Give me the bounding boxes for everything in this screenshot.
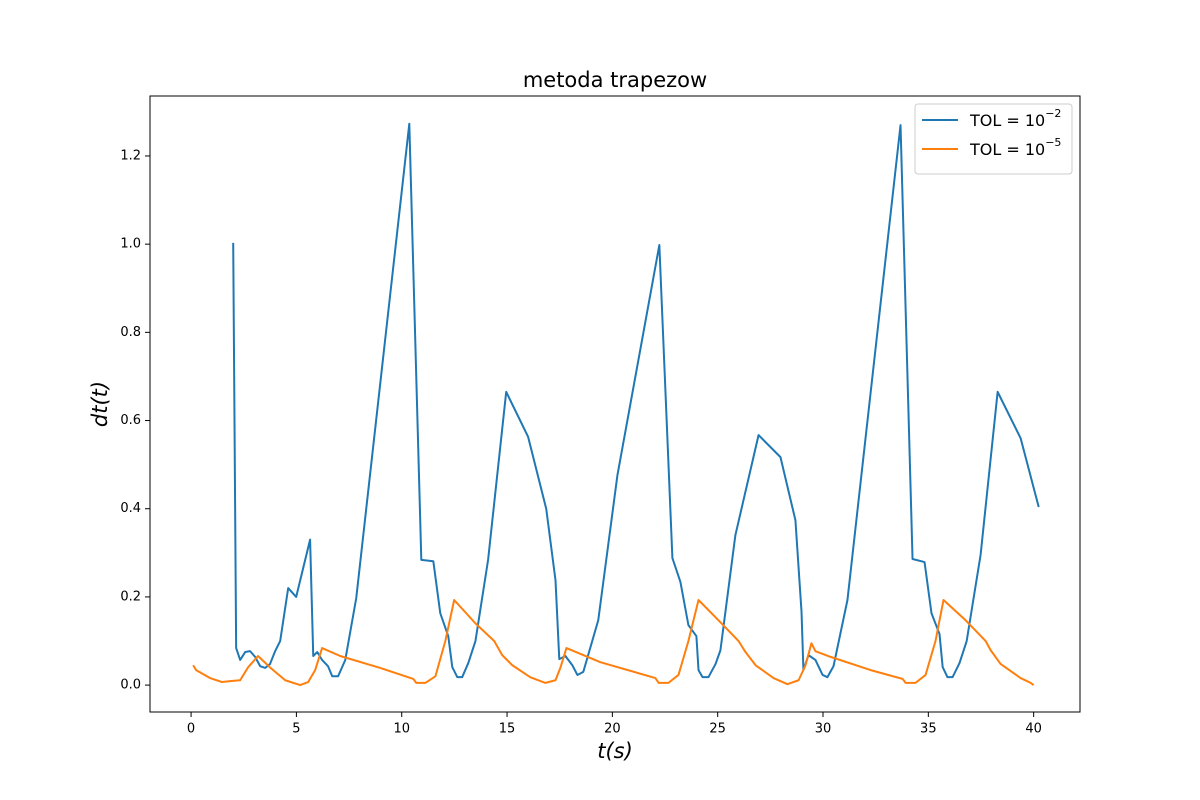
y-tick-label: 0.2 [120, 589, 141, 604]
x-tick-label: 20 [604, 722, 621, 737]
plot-frame [149, 95, 1081, 713]
x-axis-label: t(s) [597, 739, 633, 763]
x-tick-label: 0 [187, 722, 195, 737]
y-tick-label: 0.8 [120, 325, 141, 340]
x-tick-label: 35 [920, 722, 937, 737]
series-line [232, 122, 1040, 679]
x-tick-label: 10 [393, 722, 410, 737]
legend-box [914, 103, 1073, 175]
series-line [192, 599, 1035, 687]
x-tick-label: 5 [292, 722, 300, 737]
legend-label: TOL = 10−5 [969, 136, 1061, 159]
x-tick-label: 30 [815, 722, 832, 737]
legend-name: TOL = 10 [969, 111, 1045, 130]
x-tick-label: 40 [1025, 722, 1042, 737]
x-tick-label: 15 [499, 722, 516, 737]
y-tick-label: 0.0 [120, 678, 141, 693]
legend-exponent: −5 [1045, 136, 1061, 149]
chart-title: metoda trapezow [523, 68, 707, 92]
y-tick-label: 0.4 [120, 501, 141, 516]
y-axis-label: dt(t) [88, 381, 112, 427]
x-tick-label: 25 [709, 722, 726, 737]
y-tick-label: 1.2 [120, 148, 141, 163]
legend-exponent: −2 [1045, 107, 1061, 120]
legend-label: TOL = 10−2 [969, 107, 1061, 130]
legend-name: TOL = 10 [969, 140, 1045, 159]
y-tick-label: 0.6 [120, 413, 141, 428]
y-tick-label: 1.0 [120, 237, 141, 252]
